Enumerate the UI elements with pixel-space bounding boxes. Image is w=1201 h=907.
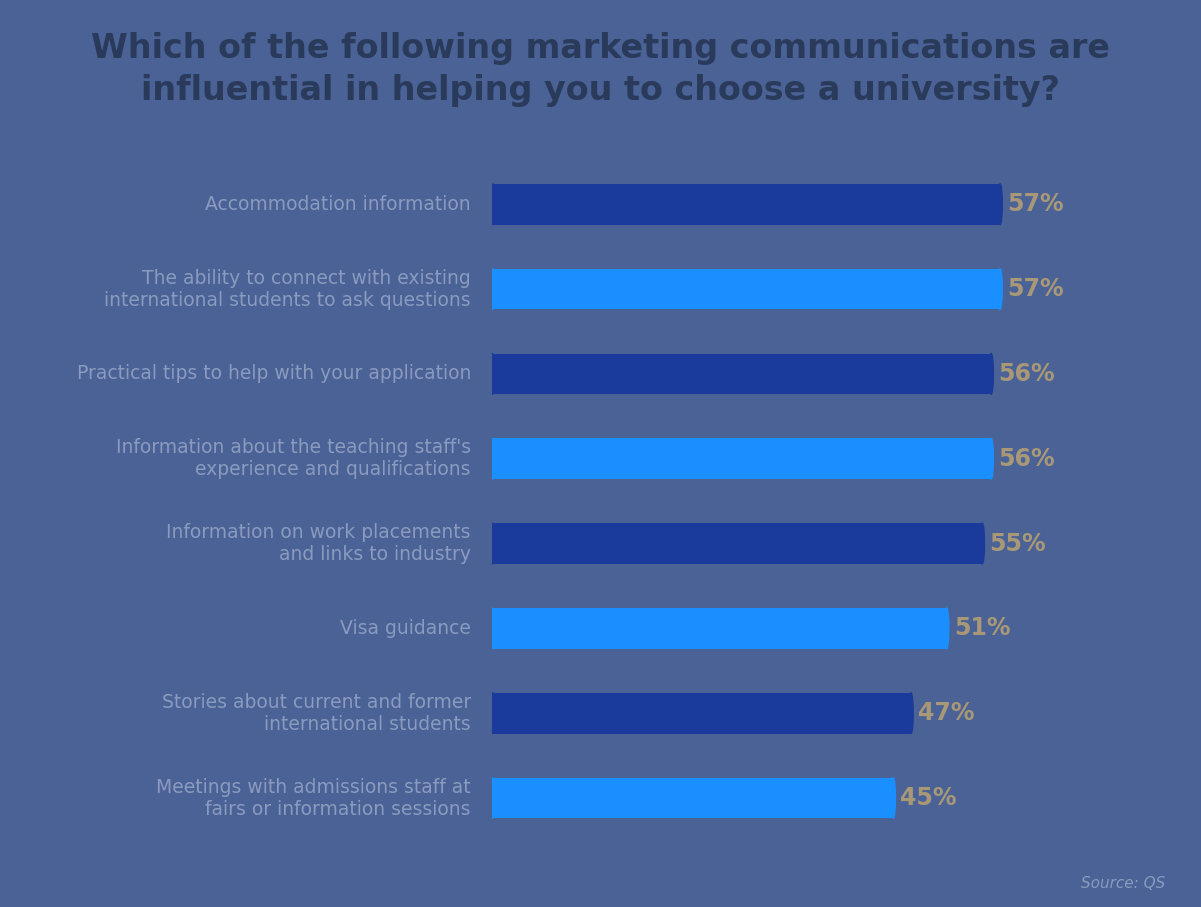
Text: 57%: 57% (1008, 192, 1064, 216)
Bar (492, 693, 912, 734)
Circle shape (490, 184, 495, 225)
Circle shape (990, 354, 993, 395)
Text: Which of the following marketing communications are: Which of the following marketing communi… (91, 32, 1110, 64)
Text: 56%: 56% (998, 447, 1054, 471)
Bar (492, 184, 1000, 225)
Bar (492, 608, 946, 649)
Circle shape (490, 693, 495, 734)
Circle shape (490, 608, 495, 649)
Circle shape (980, 523, 985, 564)
Text: Source: QS: Source: QS (1081, 875, 1165, 891)
Circle shape (909, 693, 913, 734)
Circle shape (490, 268, 495, 309)
Text: 45%: 45% (901, 786, 957, 810)
Bar (492, 354, 991, 395)
Bar (492, 268, 1000, 309)
Circle shape (490, 523, 495, 564)
Text: 47%: 47% (919, 701, 975, 726)
Text: influential in helping you to choose a university?: influential in helping you to choose a u… (141, 74, 1060, 107)
Bar (492, 523, 982, 564)
Bar (492, 777, 894, 818)
Text: 55%: 55% (990, 532, 1046, 555)
Circle shape (490, 438, 495, 479)
Bar (492, 438, 991, 479)
Circle shape (944, 608, 949, 649)
Text: 56%: 56% (998, 362, 1054, 385)
Circle shape (990, 438, 993, 479)
Text: 51%: 51% (954, 617, 1010, 640)
Circle shape (891, 777, 896, 818)
Circle shape (490, 777, 495, 818)
Circle shape (998, 184, 1003, 225)
Circle shape (490, 354, 495, 395)
Text: 57%: 57% (1008, 277, 1064, 301)
Circle shape (998, 268, 1003, 309)
